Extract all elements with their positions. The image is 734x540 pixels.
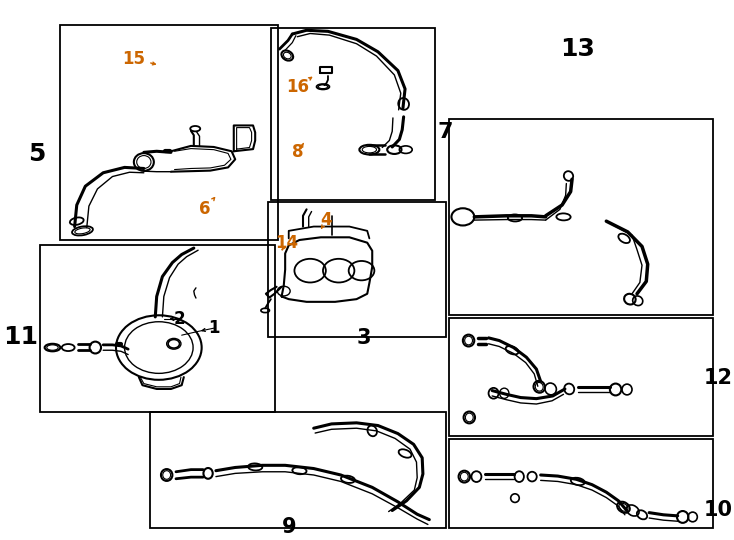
Bar (449, 119, 713, 315)
Text: 8: 8 (292, 143, 304, 161)
Bar (449, 318, 713, 436)
Text: 15: 15 (123, 50, 145, 68)
Text: 14: 14 (275, 234, 298, 252)
Bar (449, 439, 713, 528)
Bar (271, 28, 435, 200)
Bar (60, 25, 278, 240)
Text: 1: 1 (208, 319, 219, 337)
Text: 9: 9 (281, 517, 296, 537)
Text: 4: 4 (321, 211, 333, 229)
Text: 7: 7 (438, 123, 454, 143)
Bar (40, 245, 275, 412)
Text: 3: 3 (357, 328, 371, 348)
Text: 5: 5 (28, 142, 46, 166)
Text: 6: 6 (200, 200, 211, 218)
Text: 2: 2 (174, 310, 186, 328)
Text: 11: 11 (4, 325, 39, 349)
Bar (150, 412, 446, 528)
Text: 10: 10 (704, 501, 733, 521)
Text: 16: 16 (286, 78, 310, 96)
Text: 13: 13 (560, 37, 595, 61)
Bar (268, 202, 446, 337)
Text: 12: 12 (704, 368, 733, 388)
